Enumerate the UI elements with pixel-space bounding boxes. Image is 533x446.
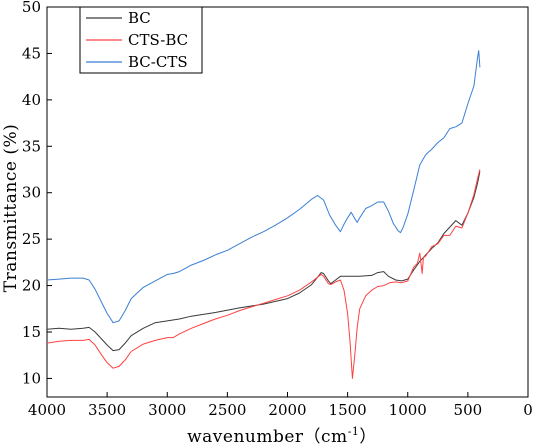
y-tick-label: 50: [22, 0, 41, 16]
series-layer: [46, 50, 481, 379]
legend: BC CTS-BC BC-CTS: [79, 6, 203, 74]
legend-label: BC: [128, 9, 151, 27]
y-tick-label: 15: [22, 323, 41, 341]
y-axis-title: Transmittance (%): [1, 124, 21, 292]
series-line-bc: [46, 171, 481, 352]
legend-label: BC-CTS: [128, 53, 188, 71]
x-tick-label: 3500: [88, 401, 126, 419]
x-tick-label: 1000: [389, 401, 427, 419]
x-tick-label: 500: [454, 401, 483, 419]
x-tick-label: 0: [523, 401, 533, 419]
x-tick-label: 2500: [208, 401, 246, 419]
legend-label: CTS-BC: [128, 31, 188, 49]
y-tick-label: 25: [22, 230, 41, 248]
x-axis-ticks: 4000 3500 3000 2500 2000 1500 1000 500 0: [28, 392, 533, 419]
y-tick-label: 45: [22, 44, 41, 62]
x-tick-label: 1500: [329, 401, 367, 419]
y-tick-label: 40: [22, 91, 41, 109]
legend-items: BC CTS-BC BC-CTS: [86, 9, 188, 71]
y-axis-ticks: 10 15 20 25 30 35 40 45 50: [22, 0, 52, 387]
x-tick-label: 4000: [28, 401, 66, 419]
y-tick-label: 30: [22, 184, 41, 202]
y-tick-label: 10: [22, 369, 41, 387]
y-tick-label: 20: [22, 277, 41, 295]
x-axis-title: wavenumber（cm-1）: [187, 425, 377, 446]
x-tick-label: 3000: [148, 401, 186, 419]
y-tick-label: 35: [22, 137, 41, 155]
series-line-cts-bc: [46, 169, 481, 379]
series-line-bc-cts: [46, 50, 481, 324]
x-tick-label: 2000: [268, 401, 306, 419]
